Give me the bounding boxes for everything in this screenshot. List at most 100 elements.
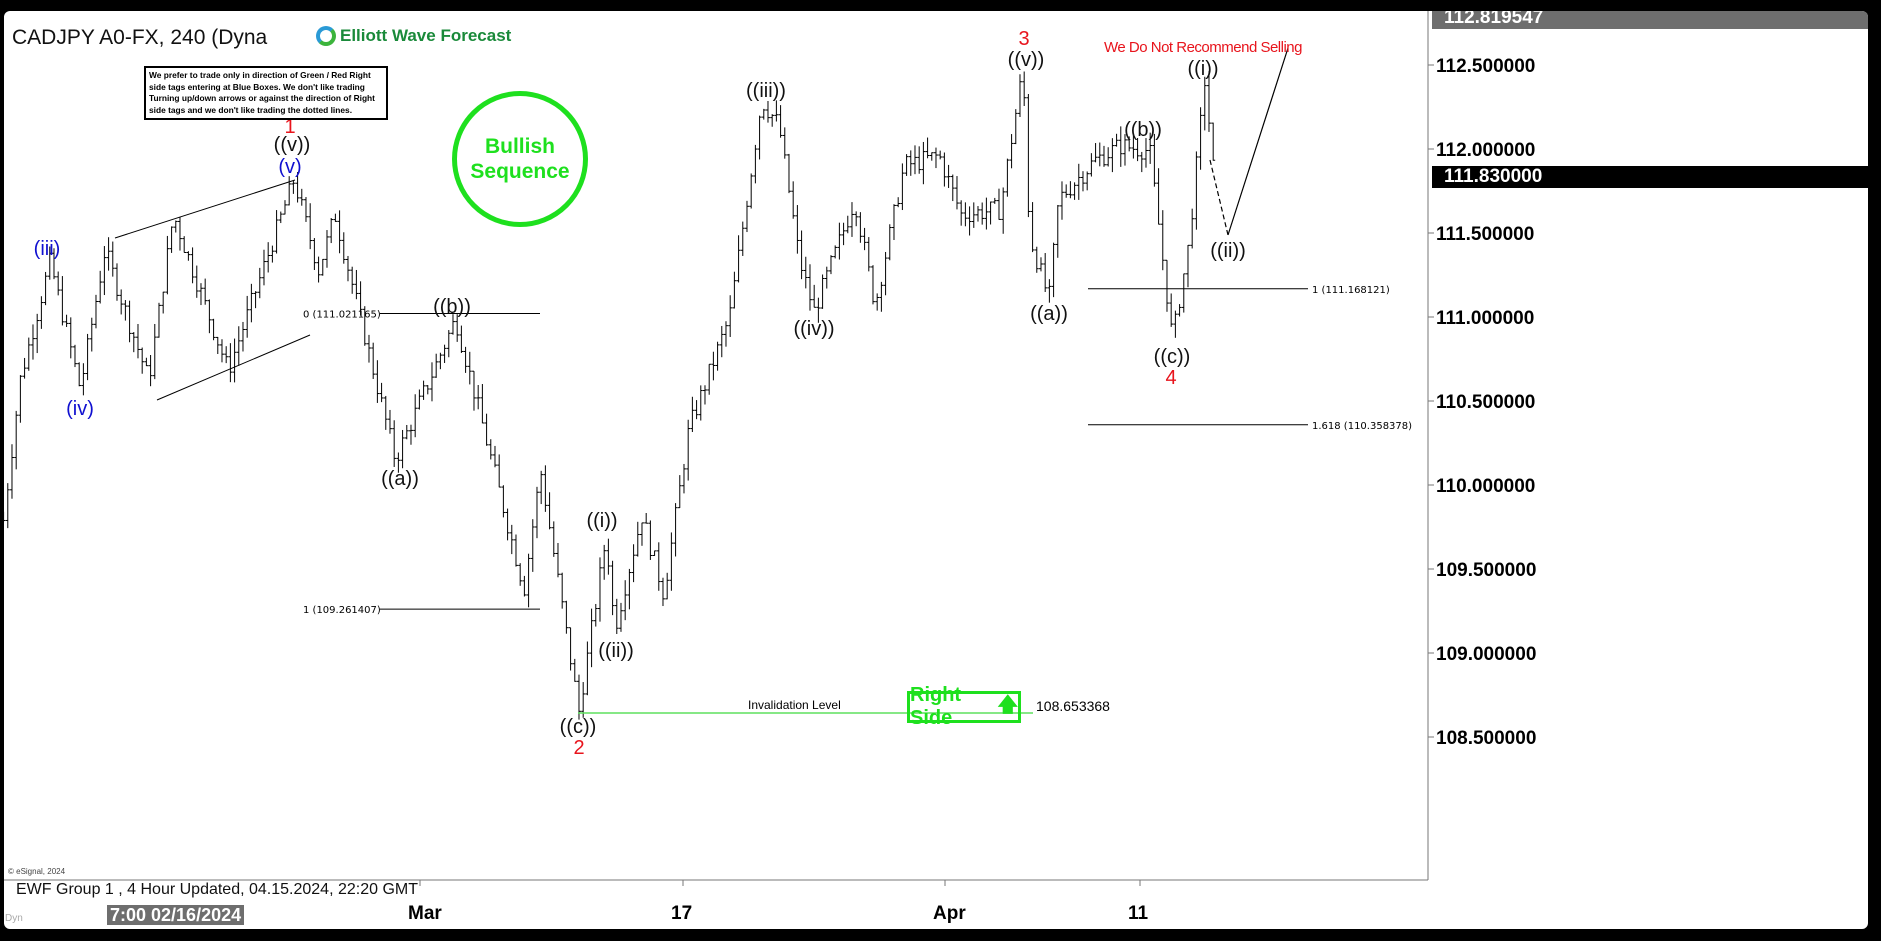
ohlc-bar	[639, 522, 644, 546]
ohlc-bar	[862, 227, 867, 251]
ohlc-bar	[837, 222, 842, 260]
ohlc-bar	[51, 248, 56, 280]
ohlc-bar	[770, 114, 775, 127]
ohlc-bar	[1177, 304, 1182, 317]
ohlc-bar	[442, 344, 447, 363]
ohlc-bar	[673, 503, 678, 557]
ohlc-bar	[606, 538, 611, 575]
ohlc-bar	[165, 235, 170, 295]
ohlc-bar	[1101, 145, 1106, 167]
ohlc-bar	[631, 544, 636, 583]
ohlc-bar	[93, 294, 98, 329]
ohlc-bar	[925, 137, 930, 159]
invalidation-label: Invalidation Level	[748, 698, 841, 712]
ohlc-bar	[77, 362, 82, 387]
ohlc-bar	[1064, 184, 1069, 198]
ohlc-bar	[471, 370, 476, 411]
ohlc-bar	[959, 200, 964, 226]
ohlc-bar	[152, 323, 157, 380]
y-tick-label: 110.500000	[1436, 392, 1535, 413]
ohlc-bar	[186, 251, 191, 261]
ohlc-bar	[400, 429, 405, 469]
ohlc-bar	[1114, 133, 1119, 147]
ohlc-bar	[967, 206, 972, 236]
y-tick-label: 109.500000	[1436, 560, 1536, 581]
ohlc-bar	[198, 283, 203, 306]
ohlc-bar	[463, 346, 468, 373]
ohlc-bar	[854, 211, 859, 227]
ohlc-bar	[303, 197, 308, 222]
ohlc-bar	[282, 200, 287, 215]
ohlc-bar	[900, 163, 905, 211]
ohlc-bar	[274, 210, 279, 254]
ohlc-bar	[43, 271, 48, 306]
ohlc-bar	[740, 221, 745, 256]
ohlc-bar	[1005, 158, 1010, 197]
ohlc-bar	[421, 380, 426, 400]
ohlc-bar	[581, 682, 586, 718]
ohlc-bar	[316, 256, 321, 283]
ohlc-bar	[698, 385, 703, 421]
wave-label-red: 2	[573, 737, 584, 759]
projection-dashed-line	[1209, 159, 1229, 236]
ohlc-bar	[337, 210, 342, 254]
ohlc-bar	[396, 452, 401, 473]
ohlc-bar	[656, 542, 661, 591]
ohlc-bar	[358, 281, 363, 316]
ohlc-bar	[908, 150, 913, 176]
ohlc-bar	[266, 242, 271, 273]
ohlc-bar	[980, 202, 985, 225]
ohlc-bar	[879, 281, 884, 312]
ohlc-bar	[1202, 76, 1207, 131]
wave-label-red: 4	[1165, 367, 1176, 389]
ohlc-bar	[942, 152, 947, 187]
ohlc-bar	[933, 147, 938, 169]
ohlc-bar	[98, 270, 103, 304]
ohlc-bar	[232, 338, 237, 383]
ohlc-bar	[60, 276, 65, 326]
ohlc-bar	[127, 300, 132, 343]
ohlc-bar	[665, 572, 670, 600]
ohlc-bar	[350, 266, 355, 294]
ohlc-bar	[1194, 151, 1199, 230]
ohlc-bar	[434, 353, 439, 378]
price-tag-current: 111.830000	[1432, 166, 1868, 188]
chart-area[interactable]: 0 (111.021165) 1 (109.261407) 1 (111.16812…	[4, 11, 1868, 929]
ohlc-bar	[245, 295, 250, 338]
ohlc-bar	[1118, 126, 1123, 167]
arrow-up-icon: 🡅	[997, 694, 1018, 716]
ohlc-bar	[140, 347, 145, 374]
price-chart[interactable]: 0 (111.021165) 1 (109.261407) 1 (111.16812…	[4, 11, 1868, 929]
ohlc-bar	[1097, 142, 1102, 167]
ohlc-bar	[866, 237, 871, 272]
ohlc-bar	[1122, 134, 1127, 166]
ohlc-bar	[22, 357, 27, 379]
ohlc-bar	[379, 382, 384, 403]
ohlc-bar	[392, 420, 397, 467]
ohlc-bar	[530, 519, 535, 572]
ohlc-bar	[522, 575, 527, 597]
ohlc-bar	[917, 146, 922, 174]
wave-label-black: ((b))	[433, 296, 471, 318]
ohlc-bar	[795, 205, 800, 254]
ohlc-bar	[207, 299, 212, 334]
ohlc-bar	[597, 557, 602, 622]
ewf-logo: Elliott Wave Forecast	[316, 26, 511, 46]
ohlc-bar	[1198, 107, 1203, 170]
ohlc-bar	[341, 232, 346, 264]
ohlc-bar	[1169, 293, 1174, 327]
ohlc-bar	[534, 486, 539, 539]
ohlc-bar	[715, 341, 720, 371]
ohlc-bar	[47, 246, 52, 280]
ohlc-bar	[568, 627, 573, 671]
ohlc-bar	[543, 465, 548, 512]
ohlc-bar	[1139, 151, 1144, 173]
ohlc-bar	[488, 439, 493, 460]
ohlc-bar	[845, 215, 850, 234]
ohlc-bar	[236, 326, 241, 366]
logo-icon	[316, 26, 336, 46]
ohlc-bar	[366, 334, 371, 363]
wave-label-black: ((i))	[586, 510, 617, 532]
ohlc-bar	[270, 245, 275, 263]
ohlc-bar	[1022, 71, 1027, 106]
